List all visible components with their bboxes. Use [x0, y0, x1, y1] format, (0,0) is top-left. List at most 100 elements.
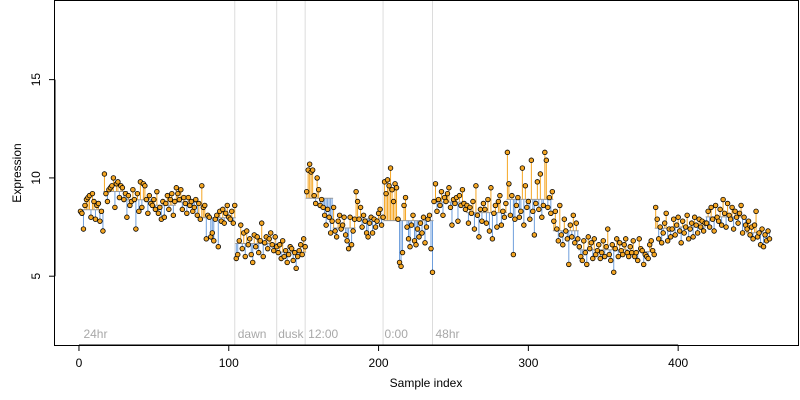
data-point: [636, 236, 642, 242]
data-point: [530, 208, 536, 215]
data-point: [744, 226, 750, 232]
data-point: [555, 238, 562, 244]
data-point: [639, 247, 645, 254]
data-point: [362, 218, 368, 224]
data-point: [139, 204, 145, 211]
data-point: [408, 222, 415, 228]
data-point: [299, 251, 305, 258]
data-point: [685, 236, 692, 242]
data-point: [167, 196, 174, 203]
data-point: [605, 226, 611, 232]
data-point: [366, 220, 373, 226]
data-point: [284, 259, 290, 266]
data-point: [410, 212, 416, 218]
data-point: [533, 200, 539, 207]
data-point: [209, 230, 215, 236]
data-point: [515, 194, 521, 201]
data-point: [537, 171, 544, 177]
data-point: [194, 212, 201, 218]
data-point: [250, 259, 256, 266]
data-point: [247, 236, 253, 242]
data-point: [390, 198, 397, 205]
data-point: [266, 236, 272, 242]
data-point: [431, 198, 437, 205]
data-point: [444, 190, 451, 197]
data-point: [372, 224, 379, 230]
data-point: [374, 218, 380, 224]
data-point: [697, 224, 704, 230]
data-point: [735, 220, 741, 226]
data-point: [130, 187, 136, 193]
data-point: [633, 249, 639, 256]
data-point: [350, 228, 356, 234]
data-point: [369, 230, 376, 236]
data-point: [751, 222, 758, 228]
data-point: [312, 200, 319, 207]
data-point: [552, 208, 559, 215]
data-point: [762, 232, 768, 238]
data-point: [142, 183, 148, 189]
data-point: [573, 220, 579, 226]
x-tick-label: 300: [518, 356, 538, 370]
data-point: [539, 214, 545, 220]
data-point: [188, 198, 195, 205]
data-point: [588, 240, 594, 246]
data-point: [566, 261, 572, 268]
data-point: [294, 253, 301, 260]
data-point: [80, 226, 87, 232]
data-point: [739, 230, 746, 236]
data-point: [741, 214, 747, 220]
data-point: [543, 157, 550, 163]
data-point: [549, 188, 556, 195]
data-point: [206, 214, 212, 220]
data-point: [459, 187, 466, 193]
data-point: [750, 236, 756, 242]
data-point: [558, 232, 565, 238]
x-tick-label: 100: [219, 356, 239, 370]
data-point: [455, 218, 461, 224]
data-point: [428, 245, 434, 252]
data-point: [79, 210, 85, 216]
data-point: [491, 210, 497, 216]
data-point: [563, 228, 569, 234]
plot-frame: [54, 0, 799, 346]
data-point: [509, 192, 515, 199]
data-point: [92, 216, 99, 222]
data-point: [164, 192, 171, 199]
data-point: [419, 230, 425, 236]
data-point: [476, 234, 482, 240]
data-point: [104, 198, 111, 205]
data-point: [620, 251, 626, 258]
data-point: [572, 240, 578, 246]
data-point: [705, 208, 711, 215]
data-point: [269, 242, 275, 248]
data-point: [718, 222, 725, 228]
data-point: [434, 208, 440, 215]
data-point: [309, 167, 316, 173]
data-point: [199, 183, 205, 189]
data-point: [179, 206, 186, 213]
data-point: [229, 208, 235, 215]
data-point: [323, 222, 329, 228]
data-point: [344, 238, 350, 244]
y-tick-label: 5: [29, 273, 43, 280]
data-point: [641, 261, 647, 268]
data-point: [504, 149, 511, 156]
y-axis: 5 10 15: [29, 73, 56, 280]
data-point: [89, 190, 96, 197]
data-point: [184, 210, 190, 216]
data-point: [700, 228, 707, 234]
data-point: [404, 224, 410, 230]
data-point: [223, 210, 229, 216]
data-point: [561, 216, 568, 222]
data-point: [121, 196, 127, 203]
data-point: [645, 255, 651, 262]
data-point: [527, 216, 533, 222]
data-point: [501, 214, 508, 220]
data-point: [488, 185, 494, 191]
data-point: [151, 196, 157, 203]
data-point: [567, 222, 574, 228]
data-point: [596, 242, 602, 248]
data-point: [657, 224, 663, 230]
data-point: [492, 202, 499, 209]
